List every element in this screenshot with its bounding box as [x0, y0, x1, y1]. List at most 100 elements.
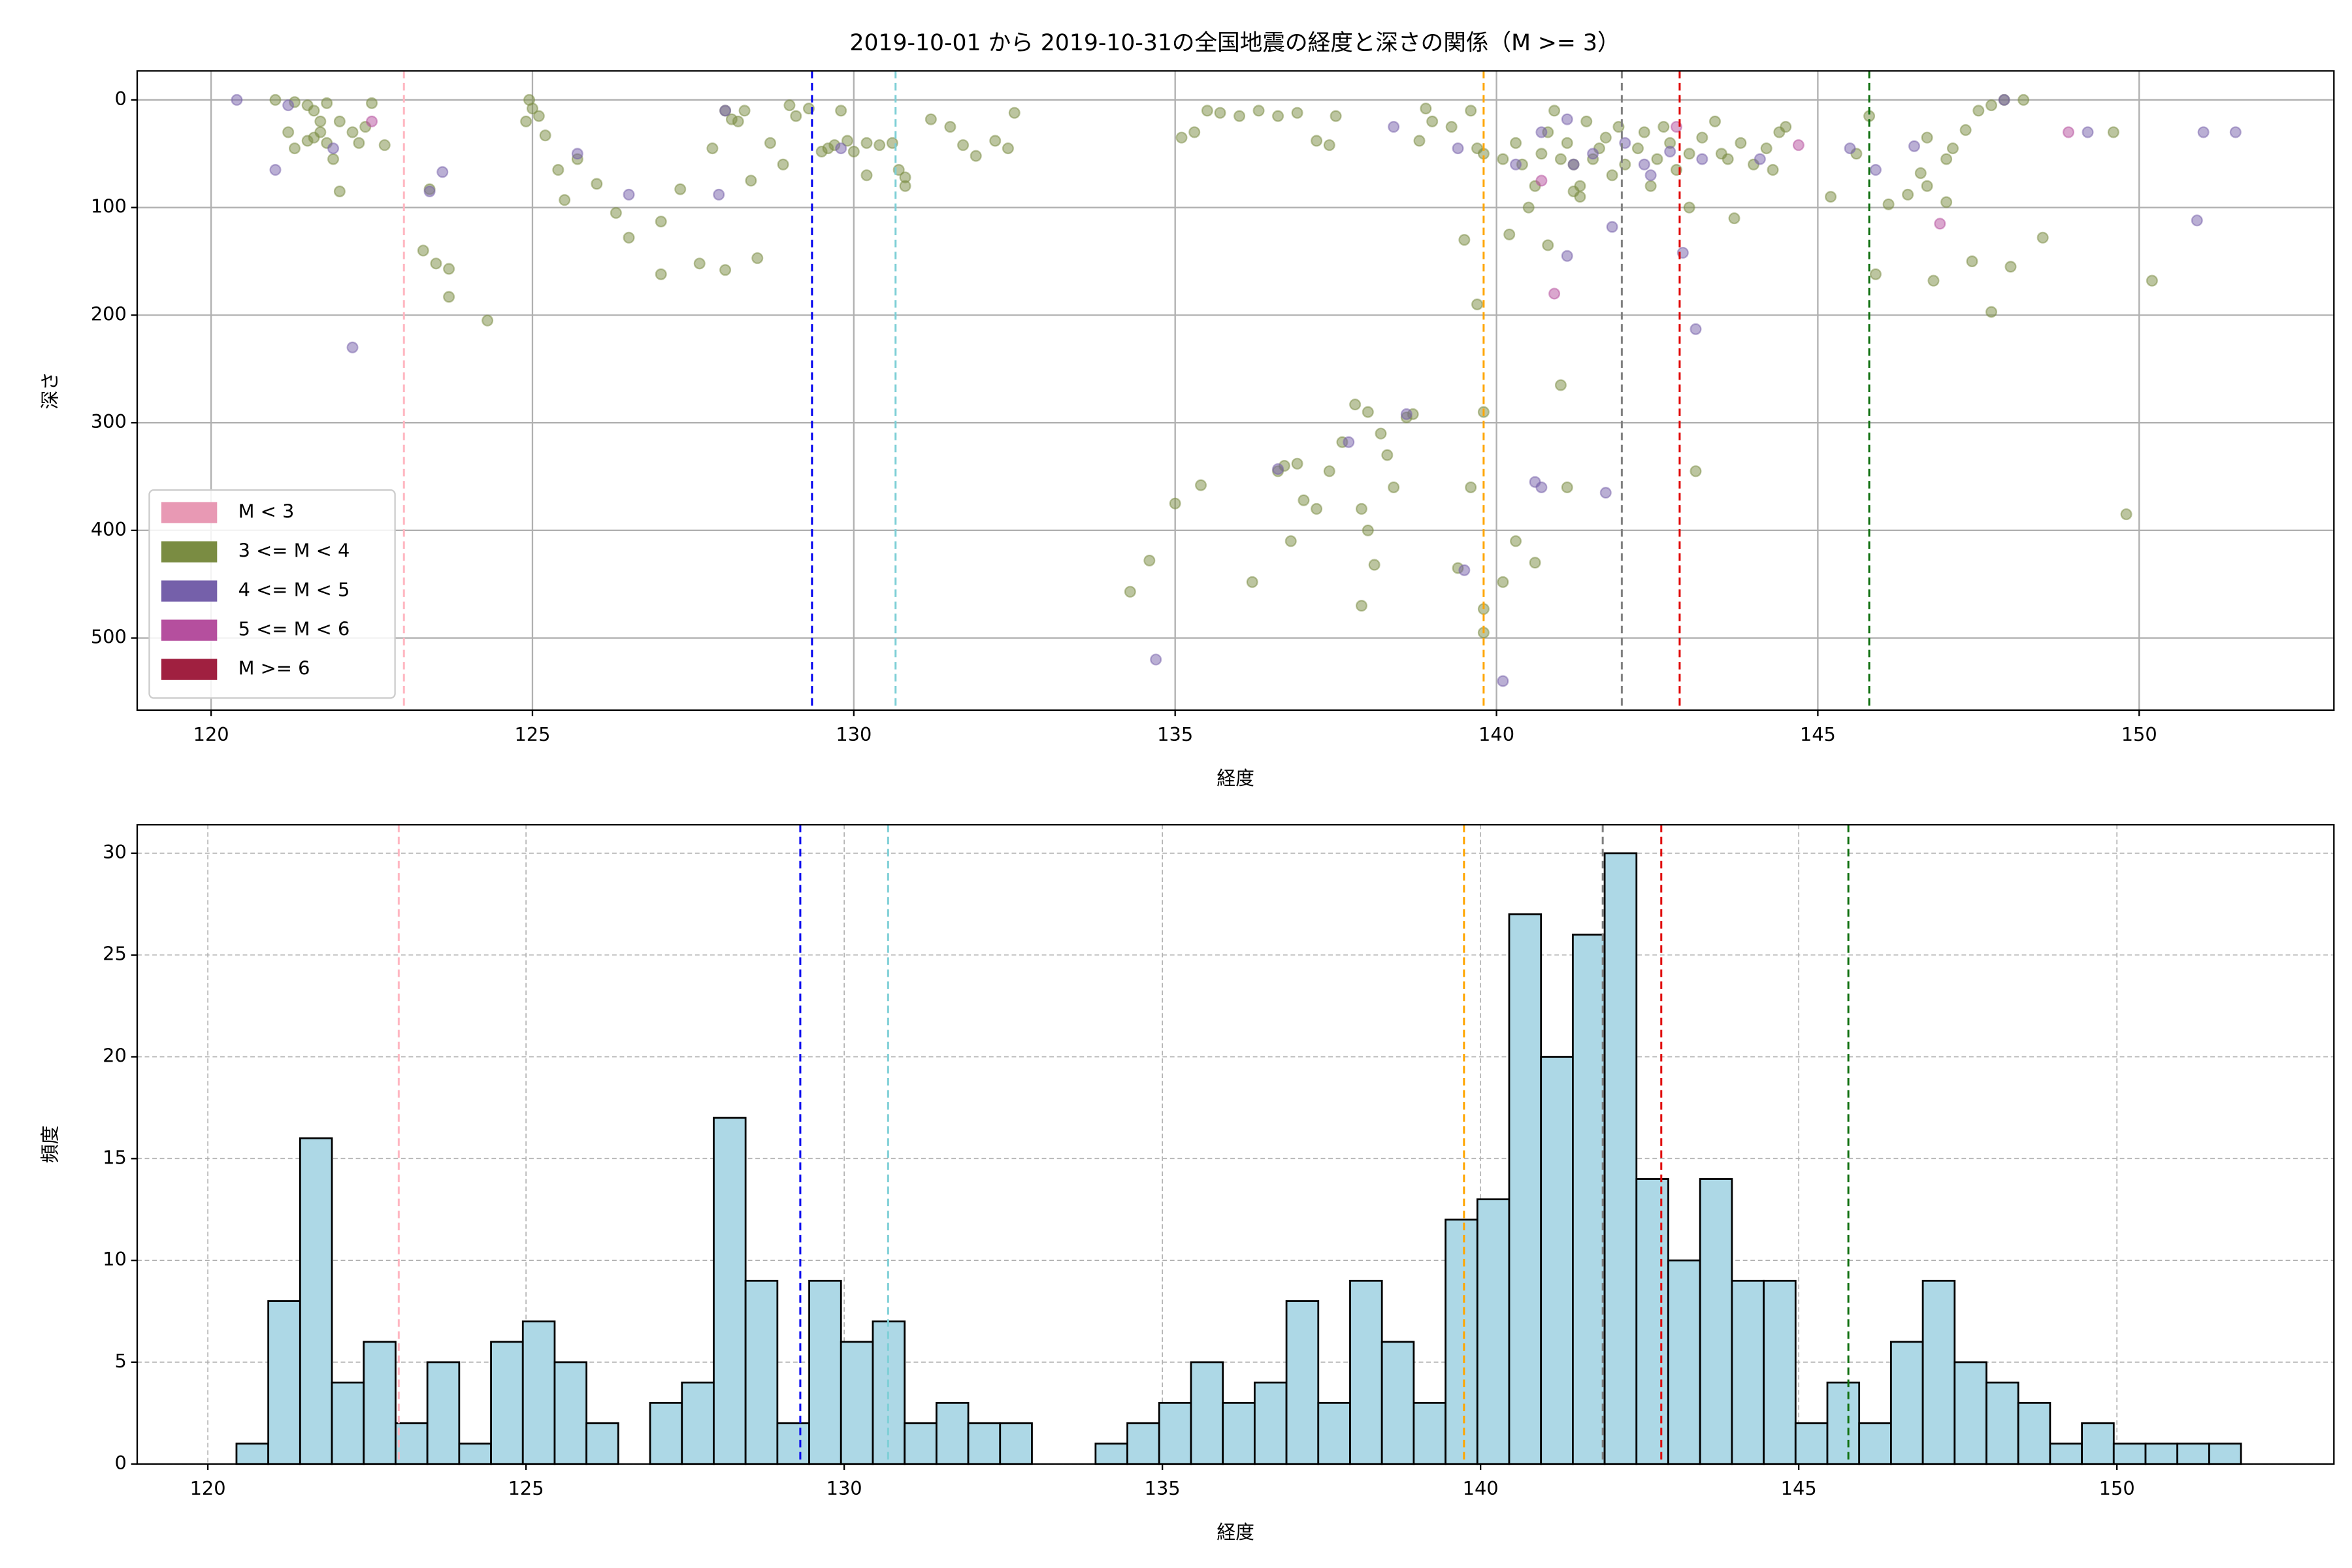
point	[1497, 576, 1509, 588]
point	[327, 153, 340, 165]
point	[532, 110, 545, 122]
point	[2120, 508, 2132, 521]
point	[526, 103, 538, 115]
point	[2017, 93, 2030, 106]
y-tick-label: 30	[103, 841, 127, 863]
point	[1708, 115, 1721, 127]
bar	[1508, 913, 1543, 1465]
point	[1985, 99, 1997, 112]
point	[1330, 110, 1342, 122]
bar	[2049, 1443, 2083, 1465]
point	[1002, 142, 1014, 155]
point	[1452, 142, 1464, 155]
point	[1252, 105, 1265, 117]
bar	[1094, 1443, 1128, 1465]
point	[1934, 218, 1946, 230]
point	[693, 257, 706, 270]
point	[1966, 255, 1978, 268]
x-tick-label: 125	[514, 723, 550, 745]
point	[1927, 274, 1940, 287]
x-tick-label: 140	[1463, 1477, 1499, 1499]
point	[777, 158, 789, 171]
bar	[585, 1422, 619, 1465]
point	[1426, 115, 1439, 127]
point	[2191, 214, 2203, 227]
point	[353, 137, 365, 149]
point	[751, 252, 764, 265]
point	[674, 183, 687, 195]
point	[1362, 524, 1374, 536]
point	[790, 110, 802, 122]
point	[713, 188, 725, 201]
point	[346, 341, 359, 353]
bar	[1253, 1381, 1288, 1465]
x-tick-label: 140	[1478, 723, 1514, 745]
point	[2082, 126, 2094, 139]
point	[520, 115, 532, 127]
point	[1362, 406, 1374, 418]
point	[835, 105, 847, 117]
point	[1767, 164, 1779, 176]
plot-border	[136, 70, 2335, 711]
point	[1535, 481, 1548, 493]
point	[1413, 135, 1426, 147]
point	[1143, 554, 1156, 566]
legend-swatch	[161, 541, 218, 563]
point	[860, 169, 873, 182]
point	[1606, 221, 1618, 233]
point	[1535, 174, 1548, 187]
bar	[267, 1300, 301, 1465]
x-tick-label: 150	[2121, 723, 2157, 745]
point	[1510, 137, 1522, 149]
bar	[1794, 1422, 1829, 1465]
x-tick-label: 145	[1781, 1477, 1817, 1499]
bar	[1190, 1361, 1224, 1465]
point	[1175, 131, 1188, 144]
x-tick-label: 125	[508, 1477, 544, 1499]
legend-swatch	[161, 619, 218, 641]
bar	[1571, 934, 1606, 1465]
point	[1522, 201, 1535, 214]
bar	[649, 1401, 683, 1465]
bar	[1126, 1422, 1160, 1465]
point	[2229, 126, 2242, 139]
bar	[426, 1361, 461, 1465]
point	[924, 113, 937, 125]
point	[989, 135, 1002, 147]
point	[308, 105, 320, 117]
point	[1272, 110, 1284, 122]
point	[2036, 231, 2049, 244]
point	[1201, 105, 1213, 117]
point	[1368, 559, 1380, 571]
point	[366, 97, 378, 109]
point	[269, 93, 282, 106]
point	[423, 185, 436, 197]
bar	[776, 1422, 810, 1465]
bar	[331, 1381, 365, 1465]
point	[1651, 153, 1663, 165]
point	[1291, 106, 1303, 119]
point	[1355, 502, 1367, 515]
bar	[1540, 1056, 1574, 1465]
point	[1869, 164, 1882, 176]
point	[1735, 137, 1747, 149]
point	[957, 139, 970, 152]
bar	[1158, 1401, 1192, 1465]
point	[623, 231, 635, 244]
bar	[1603, 852, 1638, 1465]
point	[623, 188, 635, 201]
point	[282, 99, 295, 112]
point	[1465, 481, 1477, 493]
point	[1008, 106, 1021, 119]
bar	[2017, 1401, 2051, 1465]
point	[1400, 408, 1413, 420]
point	[1554, 379, 1567, 391]
point	[655, 268, 667, 280]
plot-border	[136, 824, 2335, 1465]
point	[327, 142, 340, 155]
point	[1375, 427, 1387, 440]
point	[1908, 140, 1920, 152]
point	[2197, 126, 2210, 139]
bar	[1380, 1341, 1415, 1465]
